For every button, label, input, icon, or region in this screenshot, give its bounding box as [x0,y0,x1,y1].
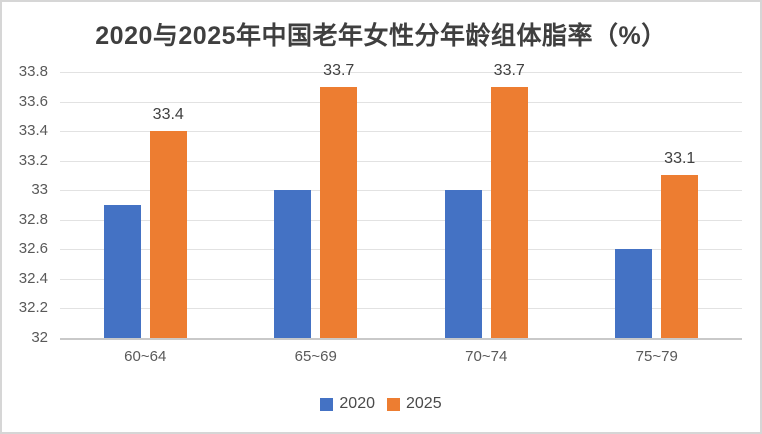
bar-2025-75~79 [661,175,699,338]
legend-label: 2020 [339,395,375,412]
y-tick-label: 33.8 [18,63,48,80]
legend-swatch-icon [320,397,334,411]
y-tick-label: 32.6 [18,240,48,258]
x-axis: 60~64 65~69 70~74 75~79 [60,348,742,365]
data-label-2025-70~74: 33.7 [493,62,525,79]
y-tick-label: 33 [31,181,48,199]
bar-2020-75~79 [615,249,653,338]
y-tick-label: 33.6 [18,92,48,110]
x-tick-label: 65~69 [294,348,337,365]
chart-title: 2020与2025年中国老年女性分年龄组体脂率（%） [95,22,667,50]
legend: 2020 2025 [2,395,760,413]
data-label-2025-60~64: 33.4 [152,106,184,123]
y-tick-label: 33.4 [18,122,48,140]
bar-2025-60~64 [149,131,187,338]
plot-area: 33.4 33.7 33.7 33.1 [60,62,742,340]
bar-2025-70~74 [490,87,528,338]
y-tick-label: 32 [31,329,48,346]
gridline [60,101,742,103]
gridline [60,190,742,192]
bar-2020-60~64 [103,205,141,338]
y-axis: 33.8 33.6 33.4 33.2 33 32.8 32.6 32.4 32.2 32 [2,63,48,346]
bar-2020-65~69 [274,190,312,338]
legend-label: 2025 [406,395,442,412]
gridline [60,72,742,73]
y-tick-label: 32.8 [18,210,48,228]
x-tick-label: 70~74 [465,348,508,365]
y-tick-label: 32.4 [18,269,48,287]
gridline [60,308,742,310]
gridline [60,278,742,280]
y-tick-label: 32.2 [18,299,48,317]
gridline [60,160,742,162]
x-tick-label: 75~79 [635,348,678,365]
legend-item-2025: 2025 [387,395,442,413]
bar-2025-65~69 [320,87,358,338]
legend-swatch-icon [387,397,400,411]
gridline [60,219,742,221]
data-label-2025-75~79: 33.1 [664,150,696,167]
x-tick-label: 60~64 [124,348,167,365]
legend-item-2020: 2020 [320,395,375,413]
data-label-2025-65~69: 33.7 [323,62,355,79]
gridline [60,131,742,133]
bar-2020-70~74 [444,190,482,338]
y-tick-label: 33.2 [18,151,48,169]
gridline [60,249,742,251]
